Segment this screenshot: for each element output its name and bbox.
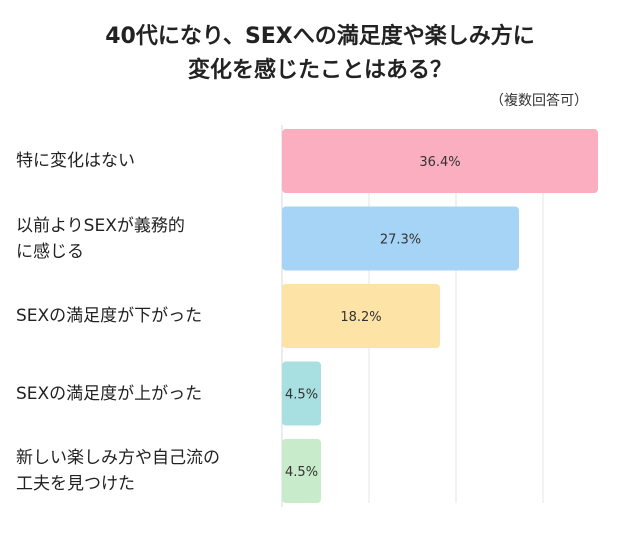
bar xyxy=(282,129,598,193)
category-label-line: に感じる xyxy=(16,241,84,262)
multiple-answers-note: （複数回答可） xyxy=(490,93,588,109)
chart-title: 40代になり、SEXへの満足度や楽しみ方に 変化を感じたことはある？ xyxy=(0,20,640,88)
category-label-line: SEXの満足度が下がった xyxy=(16,306,203,326)
category-label-line: 特に変化はない xyxy=(16,151,135,171)
category-label: SEXの満足度が上がった xyxy=(16,381,276,407)
bar xyxy=(282,439,322,503)
category-label-line: 新しい楽しみ方や自己流の xyxy=(16,448,220,468)
bar-value-label: 4.5% xyxy=(285,465,318,480)
bar-value-label: 18.2% xyxy=(340,310,381,325)
bar-value-label: 36.4% xyxy=(419,155,460,170)
category-label: SEXの満足度が下がった xyxy=(16,303,276,329)
category-label: 以前よりSEXが義務的 に感じる xyxy=(16,213,276,265)
bar-value-label: 27.3% xyxy=(380,233,421,248)
category-label: 新しい楽しみ方や自己流の 工夫を見つけた xyxy=(16,445,276,497)
title-line-1: 40代になり、SEXへの満足度や楽しみ方に xyxy=(105,24,535,49)
title-line-2: 変化を感じたことはある？ xyxy=(187,58,452,83)
category-label-line: SEXの満足度が上がった xyxy=(16,383,203,404)
category-label-line: 工夫を見つけた xyxy=(16,474,135,494)
bar xyxy=(282,284,440,348)
category-label: 特に変化はない xyxy=(16,148,276,174)
bar xyxy=(282,206,519,271)
bar xyxy=(282,361,322,426)
category-label-line: 以前よりSEXが義務的 xyxy=(16,215,185,236)
bar-value-label: 4.5% xyxy=(285,388,318,403)
